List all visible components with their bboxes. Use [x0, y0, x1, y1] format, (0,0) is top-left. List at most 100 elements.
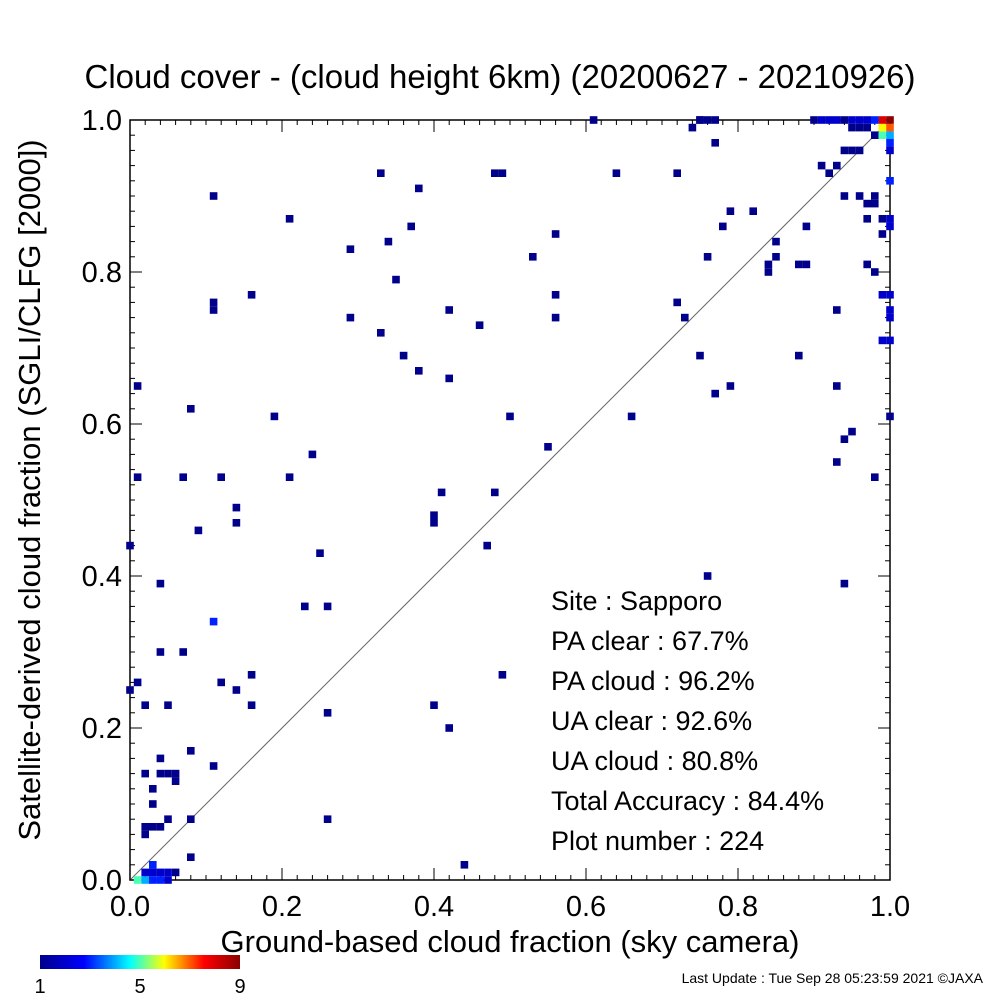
- data-point: [171, 777, 180, 785]
- data-point: [247, 291, 256, 299]
- data-point: [840, 579, 849, 588]
- data-point: [141, 876, 149, 884]
- data-point: [141, 823, 149, 831]
- data-point: [506, 412, 514, 421]
- data-point: [141, 830, 149, 839]
- data-point: [840, 435, 849, 443]
- data-point: [886, 139, 894, 147]
- stat-line: PA clear : 67.7%: [551, 626, 749, 656]
- data-point: [209, 617, 218, 626]
- data-point: [848, 116, 856, 124]
- data-point: [149, 861, 157, 869]
- data-point: [171, 769, 180, 778]
- data-point: [141, 868, 149, 877]
- data-point: [430, 511, 438, 519]
- data-point: [802, 260, 811, 269]
- data-point: [483, 541, 491, 550]
- data-point: [491, 169, 499, 177]
- y-tick-label: 0.2: [82, 713, 122, 745]
- data-point: [848, 427, 856, 436]
- data-point: [133, 678, 142, 687]
- data-point: [346, 245, 355, 253]
- data-point: [149, 876, 157, 884]
- data-point: [164, 876, 172, 884]
- data-point: [156, 579, 165, 588]
- data-point: [703, 253, 712, 261]
- data-point: [886, 146, 894, 155]
- data-point: [878, 336, 887, 345]
- x-axis-label: Ground-based cloud fraction (sky camera): [221, 924, 800, 959]
- data-point: [833, 161, 841, 170]
- data-point: [863, 260, 871, 269]
- data-point: [209, 192, 218, 200]
- data-point: [802, 222, 811, 231]
- data-point: [886, 306, 894, 314]
- data-point: [194, 526, 203, 535]
- data-point: [301, 602, 309, 611]
- data-point: [825, 169, 833, 177]
- data-point: [156, 769, 165, 778]
- data-point: [209, 298, 218, 307]
- data-point: [855, 192, 864, 200]
- y-axis-label: Satellite-derived cloud fraction (SGLI/C…: [12, 139, 47, 840]
- data-point: [886, 116, 894, 124]
- y-tick-label: 0.8: [82, 257, 122, 289]
- data-point: [871, 131, 879, 139]
- data-point: [149, 800, 157, 808]
- data-point: [772, 237, 780, 246]
- data-point: [878, 131, 887, 139]
- data-point: [711, 139, 719, 147]
- stat-line: Plot number : 224: [551, 826, 764, 856]
- data-point: [703, 572, 712, 580]
- data-point: [551, 230, 560, 238]
- stats-panel: Site : Sapporo PA clear : 67.7% PA cloud :…: [551, 586, 824, 856]
- data-point: [323, 602, 332, 611]
- stat-line: Site : Sapporo: [551, 586, 722, 616]
- data-point: [126, 541, 134, 550]
- colorbar-mid-label: 5: [134, 976, 145, 998]
- data-point: [323, 815, 332, 823]
- data-point: [886, 313, 894, 322]
- x-tick-label: 0.0: [110, 891, 150, 923]
- data-point: [696, 351, 704, 360]
- data-point: [726, 207, 735, 215]
- data-point: [863, 199, 871, 208]
- data-point: [810, 116, 818, 124]
- last-update-footer: Last Update : Tue Sep 28 05:23:59 2021 ©…: [682, 970, 984, 986]
- data-point: [445, 374, 453, 383]
- data-point: [878, 116, 887, 124]
- y-tick-label: 1.0: [82, 105, 122, 137]
- data-point: [187, 815, 195, 823]
- data-point: [384, 237, 393, 246]
- stat-line: UA cloud : 80.8%: [551, 746, 758, 776]
- data-point: [612, 169, 621, 177]
- data-point: [430, 519, 438, 527]
- data-point: [886, 131, 894, 139]
- data-point: [285, 473, 294, 481]
- data-point: [247, 701, 256, 709]
- data-point: [840, 192, 849, 200]
- data-point: [711, 389, 719, 398]
- data-point: [323, 709, 332, 717]
- data-point: [863, 215, 871, 223]
- data-point: [886, 123, 894, 132]
- data-point: [232, 686, 241, 694]
- data-point: [726, 382, 735, 390]
- data-point: [855, 116, 864, 124]
- x-tick-label: 1.0: [870, 891, 910, 923]
- data-point: [703, 116, 712, 124]
- data-point: [855, 146, 864, 155]
- data-point: [673, 298, 681, 307]
- data-point: [498, 671, 507, 679]
- data-point: [156, 823, 165, 831]
- data-point: [886, 336, 894, 345]
- y-tick-labels: 0.0 0.2 0.4 0.6 0.8 1.0: [82, 105, 122, 897]
- plot-area: [126, 116, 894, 884]
- data-point: [840, 116, 849, 124]
- data-point: [833, 382, 841, 390]
- data-point: [551, 313, 560, 322]
- data-point: [232, 503, 241, 512]
- data-point: [179, 473, 187, 481]
- data-point: [217, 473, 225, 481]
